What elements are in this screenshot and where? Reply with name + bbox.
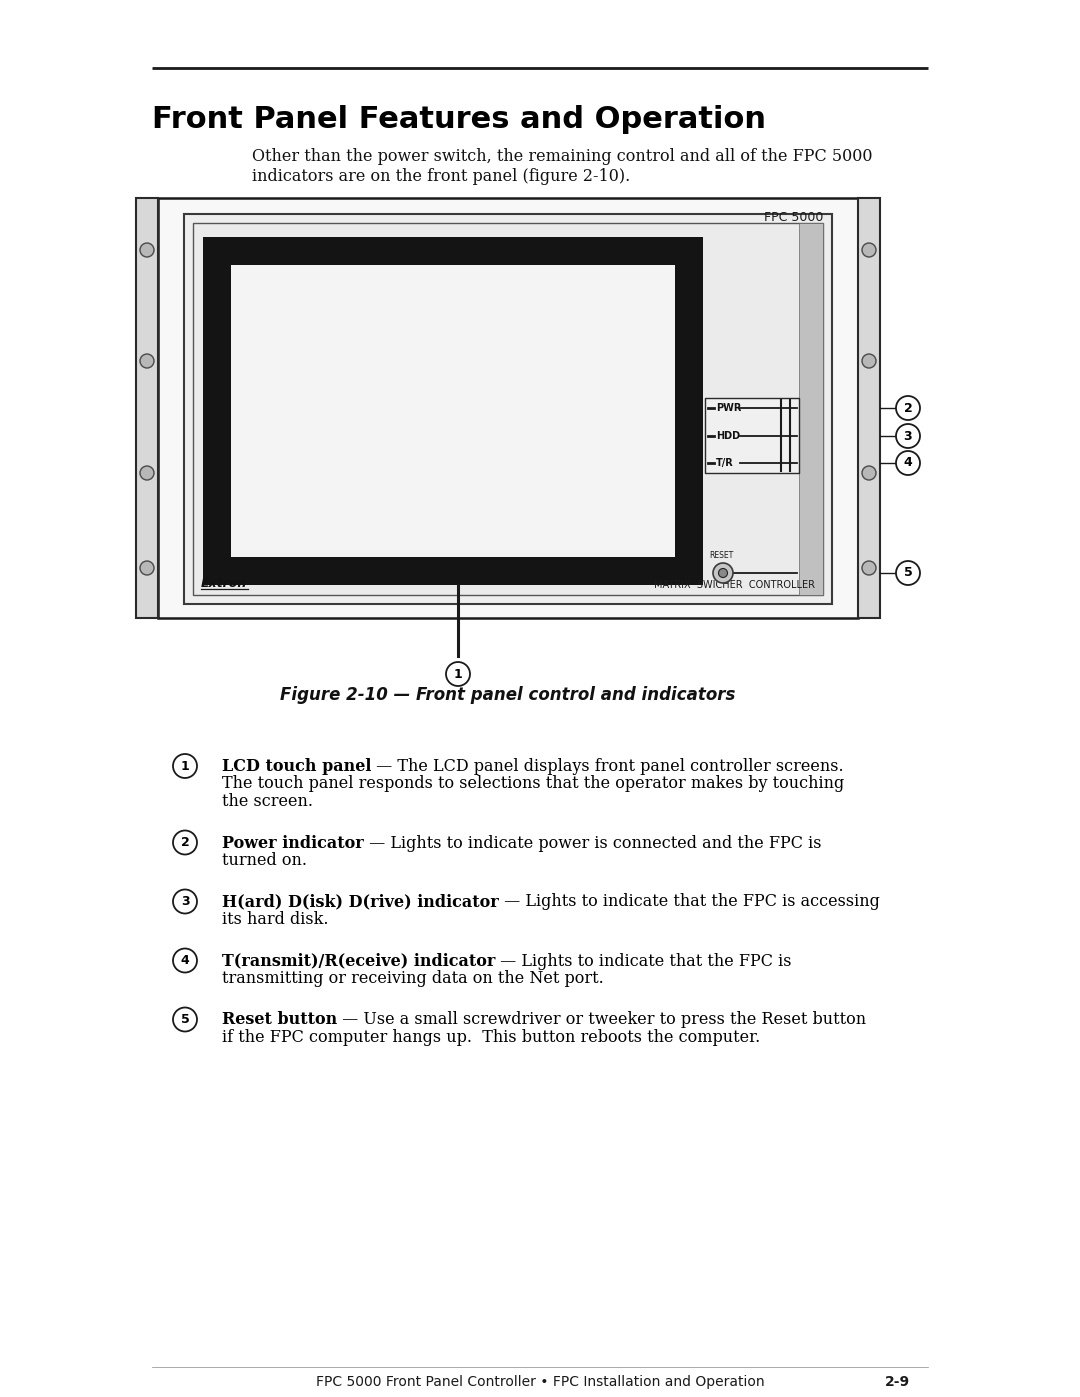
Text: turned on.: turned on.: [222, 852, 307, 869]
Text: H(ard) D(isk) D(rive) indicator: H(ard) D(isk) D(rive) indicator: [222, 894, 499, 911]
Circle shape: [140, 243, 154, 257]
Circle shape: [713, 563, 733, 583]
Text: 2: 2: [904, 401, 913, 415]
Bar: [203, 237, 703, 585]
Bar: [184, 214, 832, 604]
Circle shape: [140, 467, 154, 481]
Bar: [136, 198, 158, 617]
Circle shape: [140, 562, 154, 576]
Text: the screen.: the screen.: [222, 793, 313, 810]
Text: — Lights to indicate that the FPC is accessing: — Lights to indicate that the FPC is acc…: [499, 894, 879, 911]
Bar: [231, 265, 675, 557]
Text: 3: 3: [180, 895, 189, 908]
Text: 2: 2: [180, 835, 189, 849]
Text: 1: 1: [454, 668, 462, 680]
Text: FPC 5000 Front Panel Controller • FPC Installation and Operation: FPC 5000 Front Panel Controller • FPC In…: [315, 1375, 765, 1389]
Text: 1: 1: [180, 760, 189, 773]
Circle shape: [446, 662, 470, 686]
Circle shape: [896, 425, 920, 448]
Circle shape: [896, 562, 920, 585]
Text: — Lights to indicate power is connected and the FPC is: — Lights to indicate power is connected …: [364, 834, 821, 852]
Text: Other than the power switch, the remaining control and all of the FPC 5000: Other than the power switch, the remaini…: [252, 148, 873, 165]
Circle shape: [896, 395, 920, 420]
Circle shape: [140, 353, 154, 367]
Text: The touch panel responds to selections that the operator makes by touching: The touch panel responds to selections t…: [222, 775, 845, 792]
Circle shape: [862, 562, 876, 576]
Text: T/R: T/R: [716, 458, 733, 468]
Text: — The LCD panel displays front panel controller screens.: — The LCD panel displays front panel con…: [372, 759, 843, 775]
Circle shape: [862, 353, 876, 367]
Text: 4: 4: [180, 954, 189, 967]
Text: Figure 2-10 — Front panel control and indicators: Figure 2-10 — Front panel control and in…: [281, 686, 735, 704]
Text: if the FPC computer hangs up.  This button reboots the computer.: if the FPC computer hangs up. This butto…: [222, 1030, 760, 1046]
Text: 2-9: 2-9: [885, 1375, 910, 1389]
Text: Reset button: Reset button: [222, 1011, 337, 1028]
Text: transmitting or receiving data on the Net port.: transmitting or receiving data on the Ne…: [222, 970, 604, 988]
Circle shape: [173, 830, 197, 855]
Bar: [858, 198, 880, 617]
Text: RESET: RESET: [708, 550, 733, 560]
Text: LCD touch panel: LCD touch panel: [222, 759, 372, 775]
Circle shape: [896, 451, 920, 475]
Text: 4: 4: [904, 457, 913, 469]
Circle shape: [718, 569, 728, 577]
Text: — Use a small screwdriver or tweeker to press the Reset button: — Use a small screwdriver or tweeker to …: [337, 1011, 866, 1028]
Circle shape: [173, 754, 197, 778]
Bar: [158, 198, 858, 617]
Text: Power indicator: Power indicator: [222, 834, 364, 852]
Circle shape: [173, 890, 197, 914]
Text: MATRIX  SWICHER  CONTROLLER: MATRIX SWICHER CONTROLLER: [654, 580, 815, 590]
Circle shape: [173, 1007, 197, 1031]
Text: 5: 5: [180, 1013, 189, 1025]
Circle shape: [862, 243, 876, 257]
Circle shape: [173, 949, 197, 972]
Text: Front Panel Features and Operation: Front Panel Features and Operation: [152, 105, 766, 134]
Bar: [799, 224, 823, 595]
Text: HDD: HDD: [716, 432, 740, 441]
Text: 3: 3: [904, 429, 913, 443]
Text: FPC 5000: FPC 5000: [764, 211, 823, 224]
Circle shape: [862, 467, 876, 481]
Text: its hard disk.: its hard disk.: [222, 911, 328, 928]
Text: PWR: PWR: [716, 402, 741, 414]
Text: T(ransmit)/R(eceive) indicator: T(ransmit)/R(eceive) indicator: [222, 953, 496, 970]
Text: 5: 5: [904, 567, 913, 580]
Text: indicators are on the front panel (figure 2-10).: indicators are on the front panel (figur…: [252, 168, 631, 184]
Bar: [705, 398, 799, 474]
Text: Extron: Extron: [201, 577, 247, 590]
Text: — Lights to indicate that the FPC is: — Lights to indicate that the FPC is: [496, 953, 792, 970]
Bar: [193, 224, 823, 595]
